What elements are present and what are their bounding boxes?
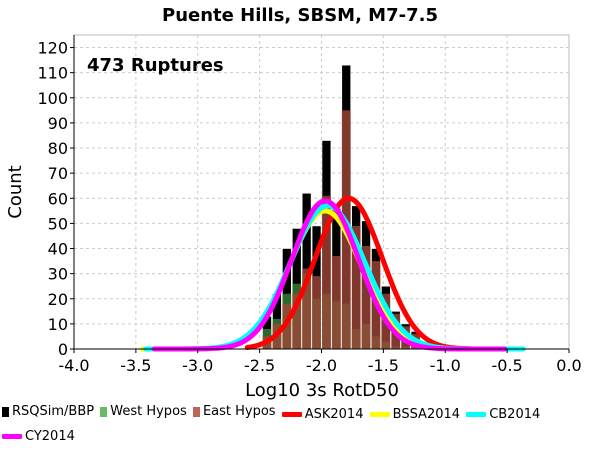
bar-east-hypos bbox=[292, 293, 302, 349]
bar-east-hypos bbox=[351, 225, 361, 349]
x-tick-label: -1.0 bbox=[430, 356, 461, 375]
legend-label: BSSA2014 bbox=[392, 406, 461, 422]
legend-item-rsqsim: RSQSim/BBP bbox=[2, 404, 94, 419]
legend-item-ask2014: ASK2014 bbox=[281, 406, 364, 422]
bar-east-hypos bbox=[312, 276, 321, 349]
legend-swatch bbox=[466, 411, 487, 417]
x-axis-label: Log10 3s RotD50 bbox=[245, 380, 399, 401]
bar-east-hypos bbox=[361, 246, 371, 349]
x-tick-label: -3.5 bbox=[120, 356, 151, 375]
legend-item-cy2014: CY2014 bbox=[2, 429, 75, 444]
legend-swatch bbox=[192, 406, 200, 417]
legend-label: CY2014 bbox=[25, 429, 75, 444]
legend-swatch bbox=[369, 411, 390, 417]
chart-legend: RSQSim/BBP West Hypos East Hypos ASK2014… bbox=[0, 404, 600, 450]
legend-label: RSQSim/BBP bbox=[12, 404, 95, 419]
legend-label: East Hypos bbox=[202, 404, 276, 419]
x-tick-label: -0.5 bbox=[492, 356, 523, 375]
y-tick-label: 70 bbox=[48, 164, 68, 183]
x-tick-label: -2.5 bbox=[244, 356, 275, 375]
legend-label: ASK2014 bbox=[304, 406, 364, 422]
y-tick-label: 40 bbox=[48, 240, 68, 259]
x-tick-label: -3.0 bbox=[182, 356, 213, 375]
legend-label: West Hypos bbox=[110, 404, 187, 419]
x-tick-label: -1.5 bbox=[368, 356, 399, 375]
y-tick-label: 110 bbox=[37, 64, 68, 83]
x-tick-label: -2.0 bbox=[306, 356, 337, 375]
bar-east-hypos bbox=[322, 195, 331, 349]
axis-ticks: 0 10 20 30 40 50 60 70 80 90 100 110 120 -4.0 -3.5 -3.0… bbox=[37, 39, 581, 375]
bar-east-hypos bbox=[302, 268, 312, 349]
legend-label: CB2014 bbox=[489, 406, 541, 422]
y-tick-label: 60 bbox=[48, 189, 68, 208]
y-tick-label: 20 bbox=[48, 290, 68, 309]
legend-row: CY2014 bbox=[2, 428, 77, 444]
x-tick-label: 0.0 bbox=[556, 356, 581, 375]
y-tick-label: 10 bbox=[48, 315, 68, 334]
legend-swatch bbox=[2, 434, 22, 439]
grid-lines bbox=[74, 35, 569, 349]
rupture-count-annotation: 473 Ruptures bbox=[87, 55, 224, 76]
curve-ask2014 bbox=[244, 195, 473, 352]
bar-east-hypos bbox=[331, 256, 341, 349]
legend-item-west-hypos: West Hypos bbox=[100, 404, 187, 419]
y-tick-label: 90 bbox=[48, 114, 68, 133]
y-tick-label: 50 bbox=[48, 214, 68, 233]
legend-item-cb2014: CB2014 bbox=[466, 407, 540, 422]
legend-swatch bbox=[2, 406, 9, 417]
legend-row: RSQSim/BBP West Hypos East Hypos ASK2014… bbox=[2, 404, 542, 422]
chart-title: Puente Hills, SBSM, M7-7.5 bbox=[162, 5, 438, 26]
legend-item-east-hypos: East Hypos bbox=[192, 404, 276, 419]
legend-swatch bbox=[100, 406, 108, 417]
y-tick-label: 80 bbox=[48, 139, 68, 158]
y-axis-label: Count bbox=[5, 165, 26, 218]
y-tick-label: 120 bbox=[37, 39, 68, 58]
y-tick-label: 30 bbox=[48, 265, 68, 284]
y-tick-label: 0 bbox=[58, 340, 68, 359]
legend-item-bssa2014: BSSA2014 bbox=[369, 406, 461, 422]
x-tick-label: -4.0 bbox=[58, 356, 89, 375]
bar-east-hypos bbox=[282, 303, 292, 349]
legend-swatch bbox=[281, 411, 302, 417]
y-tick-label: 100 bbox=[37, 89, 68, 108]
